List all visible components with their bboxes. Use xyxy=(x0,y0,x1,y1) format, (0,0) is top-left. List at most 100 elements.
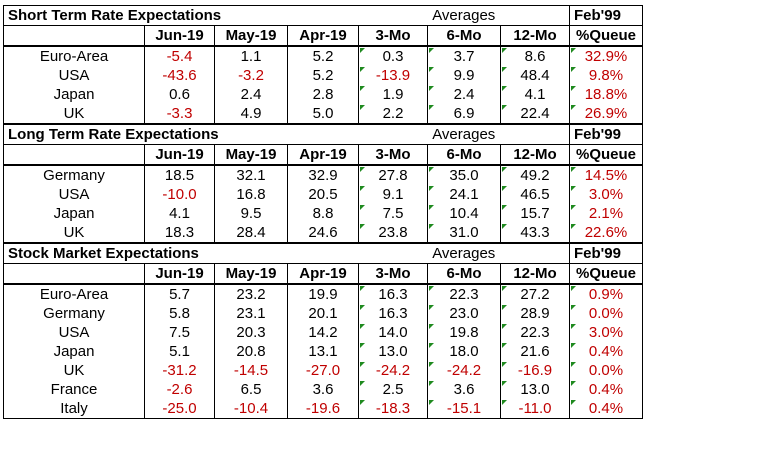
cell-queue[interactable]: 2.1% xyxy=(569,204,643,223)
column-header-apr-19[interactable]: Apr-19 xyxy=(287,25,359,47)
cell-12-mo[interactable]: 28.9 xyxy=(500,304,570,323)
cell-apr-19[interactable]: 32.9 xyxy=(287,165,359,185)
cell-3-mo[interactable]: -13.9 xyxy=(358,66,428,85)
column-header-jun-19[interactable]: Jun-19 xyxy=(144,144,215,166)
cell-3-mo[interactable]: 2.2 xyxy=(358,104,428,124)
column-header-3-mo[interactable]: 3-Mo xyxy=(358,263,428,285)
column-header-queue[interactable]: %Queue xyxy=(569,263,643,285)
cell-12-mo[interactable]: 48.4 xyxy=(500,66,570,85)
column-header-12-mo[interactable]: 12-Mo xyxy=(500,25,570,47)
column-header-3-mo[interactable]: 3-Mo xyxy=(358,25,428,47)
cell-12-mo[interactable]: 13.0 xyxy=(500,380,570,399)
column-header-apr-19[interactable]: Apr-19 xyxy=(287,263,359,285)
cell-may-19[interactable]: -14.5 xyxy=(214,361,288,380)
cell-3-mo[interactable]: 14.0 xyxy=(358,323,428,342)
cell-queue[interactable]: 0.4% xyxy=(569,380,643,399)
cell-may-19[interactable]: 32.1 xyxy=(214,165,288,185)
column-header-may-19[interactable]: May-19 xyxy=(214,25,288,47)
cell-may-19[interactable]: 20.8 xyxy=(214,342,288,361)
column-header-12-mo[interactable]: 12-Mo xyxy=(500,144,570,166)
cell-may-19[interactable]: 28.4 xyxy=(214,223,288,243)
cell-apr-19[interactable]: 5.2 xyxy=(287,66,359,85)
cell-apr-19[interactable]: 20.1 xyxy=(287,304,359,323)
cell-12-mo[interactable]: 43.3 xyxy=(500,223,570,243)
cell-may-19[interactable]: 20.3 xyxy=(214,323,288,342)
cell-12-mo[interactable]: -11.0 xyxy=(500,399,570,419)
cell-may-19[interactable]: -3.2 xyxy=(214,66,288,85)
cell-3-mo[interactable]: 7.5 xyxy=(358,204,428,223)
cell-queue[interactable]: 3.0% xyxy=(569,185,643,204)
cell-may-19[interactable]: 9.5 xyxy=(214,204,288,223)
cell-queue[interactable]: 18.8% xyxy=(569,85,643,104)
cell-3-mo[interactable]: 0.3 xyxy=(358,46,428,66)
cell-queue[interactable]: 0.4% xyxy=(569,399,643,419)
cell-12-mo[interactable]: 22.3 xyxy=(500,323,570,342)
column-header-queue[interactable]: %Queue xyxy=(569,25,643,47)
cell-6-mo[interactable]: 23.0 xyxy=(427,304,501,323)
cell-6-mo[interactable]: 3.6 xyxy=(427,380,501,399)
cell-3-mo[interactable]: 16.3 xyxy=(358,304,428,323)
cell-jun-19[interactable]: -25.0 xyxy=(144,399,215,419)
cell-jun-19[interactable]: 18.3 xyxy=(144,223,215,243)
column-header-jun-19[interactable]: Jun-19 xyxy=(144,25,215,47)
cell-6-mo[interactable]: 22.3 xyxy=(427,284,501,304)
cell-jun-19[interactable]: 5.7 xyxy=(144,284,215,304)
column-header-6-mo[interactable]: 6-Mo xyxy=(427,25,501,47)
cell-3-mo[interactable]: 23.8 xyxy=(358,223,428,243)
cell-6-mo[interactable]: 31.0 xyxy=(427,223,501,243)
cell-3-mo[interactable]: 16.3 xyxy=(358,284,428,304)
cell-6-mo[interactable]: -24.2 xyxy=(427,361,501,380)
cell-apr-19[interactable]: 19.9 xyxy=(287,284,359,304)
cell-apr-19[interactable]: 13.1 xyxy=(287,342,359,361)
column-header-6-mo[interactable]: 6-Mo xyxy=(427,263,501,285)
cell-may-19[interactable]: 23.1 xyxy=(214,304,288,323)
cell-may-19[interactable]: 2.4 xyxy=(214,85,288,104)
cell-apr-19[interactable]: -27.0 xyxy=(287,361,359,380)
cell-apr-19[interactable]: 5.2 xyxy=(287,46,359,66)
cell-3-mo[interactable]: 2.5 xyxy=(358,380,428,399)
cell-6-mo[interactable]: 6.9 xyxy=(427,104,501,124)
cell-3-mo[interactable]: 9.1 xyxy=(358,185,428,204)
column-header-12-mo[interactable]: 12-Mo xyxy=(500,263,570,285)
cell-queue[interactable]: 14.5% xyxy=(569,165,643,185)
cell-may-19[interactable]: 4.9 xyxy=(214,104,288,124)
cell-jun-19[interactable]: 5.1 xyxy=(144,342,215,361)
cell-may-19[interactable]: 1.1 xyxy=(214,46,288,66)
cell-12-mo[interactable]: 46.5 xyxy=(500,185,570,204)
cell-apr-19[interactable]: 5.0 xyxy=(287,104,359,124)
column-header-6-mo[interactable]: 6-Mo xyxy=(427,144,501,166)
cell-apr-19[interactable]: 20.5 xyxy=(287,185,359,204)
cell-may-19[interactable]: 6.5 xyxy=(214,380,288,399)
cell-12-mo[interactable]: 21.6 xyxy=(500,342,570,361)
cell-12-mo[interactable]: 4.1 xyxy=(500,85,570,104)
cell-3-mo[interactable]: 13.0 xyxy=(358,342,428,361)
cell-jun-19[interactable]: 4.1 xyxy=(144,204,215,223)
cell-queue[interactable]: 26.9% xyxy=(569,104,643,124)
cell-jun-19[interactable]: -2.6 xyxy=(144,380,215,399)
cell-12-mo[interactable]: 15.7 xyxy=(500,204,570,223)
cell-3-mo[interactable]: 1.9 xyxy=(358,85,428,104)
cell-queue[interactable]: 3.0% xyxy=(569,323,643,342)
cell-6-mo[interactable]: 24.1 xyxy=(427,185,501,204)
cell-3-mo[interactable]: 27.8 xyxy=(358,165,428,185)
column-header-3-mo[interactable]: 3-Mo xyxy=(358,144,428,166)
cell-6-mo[interactable]: 19.8 xyxy=(427,323,501,342)
column-header-may-19[interactable]: May-19 xyxy=(214,144,288,166)
cell-12-mo[interactable]: 8.6 xyxy=(500,46,570,66)
cell-6-mo[interactable]: 10.4 xyxy=(427,204,501,223)
cell-jun-19[interactable]: -31.2 xyxy=(144,361,215,380)
cell-12-mo[interactable]: -16.9 xyxy=(500,361,570,380)
cell-jun-19[interactable]: 5.8 xyxy=(144,304,215,323)
cell-queue[interactable]: 9.8% xyxy=(569,66,643,85)
cell-6-mo[interactable]: -15.1 xyxy=(427,399,501,419)
column-header-jun-19[interactable]: Jun-19 xyxy=(144,263,215,285)
cell-6-mo[interactable]: 18.0 xyxy=(427,342,501,361)
cell-queue[interactable]: 0.0% xyxy=(569,361,643,380)
cell-apr-19[interactable]: -19.6 xyxy=(287,399,359,419)
cell-apr-19[interactable]: 24.6 xyxy=(287,223,359,243)
cell-6-mo[interactable]: 9.9 xyxy=(427,66,501,85)
cell-may-19[interactable]: -10.4 xyxy=(214,399,288,419)
cell-queue[interactable]: 0.0% xyxy=(569,304,643,323)
cell-jun-19[interactable]: -5.4 xyxy=(144,46,215,66)
cell-3-mo[interactable]: -24.2 xyxy=(358,361,428,380)
